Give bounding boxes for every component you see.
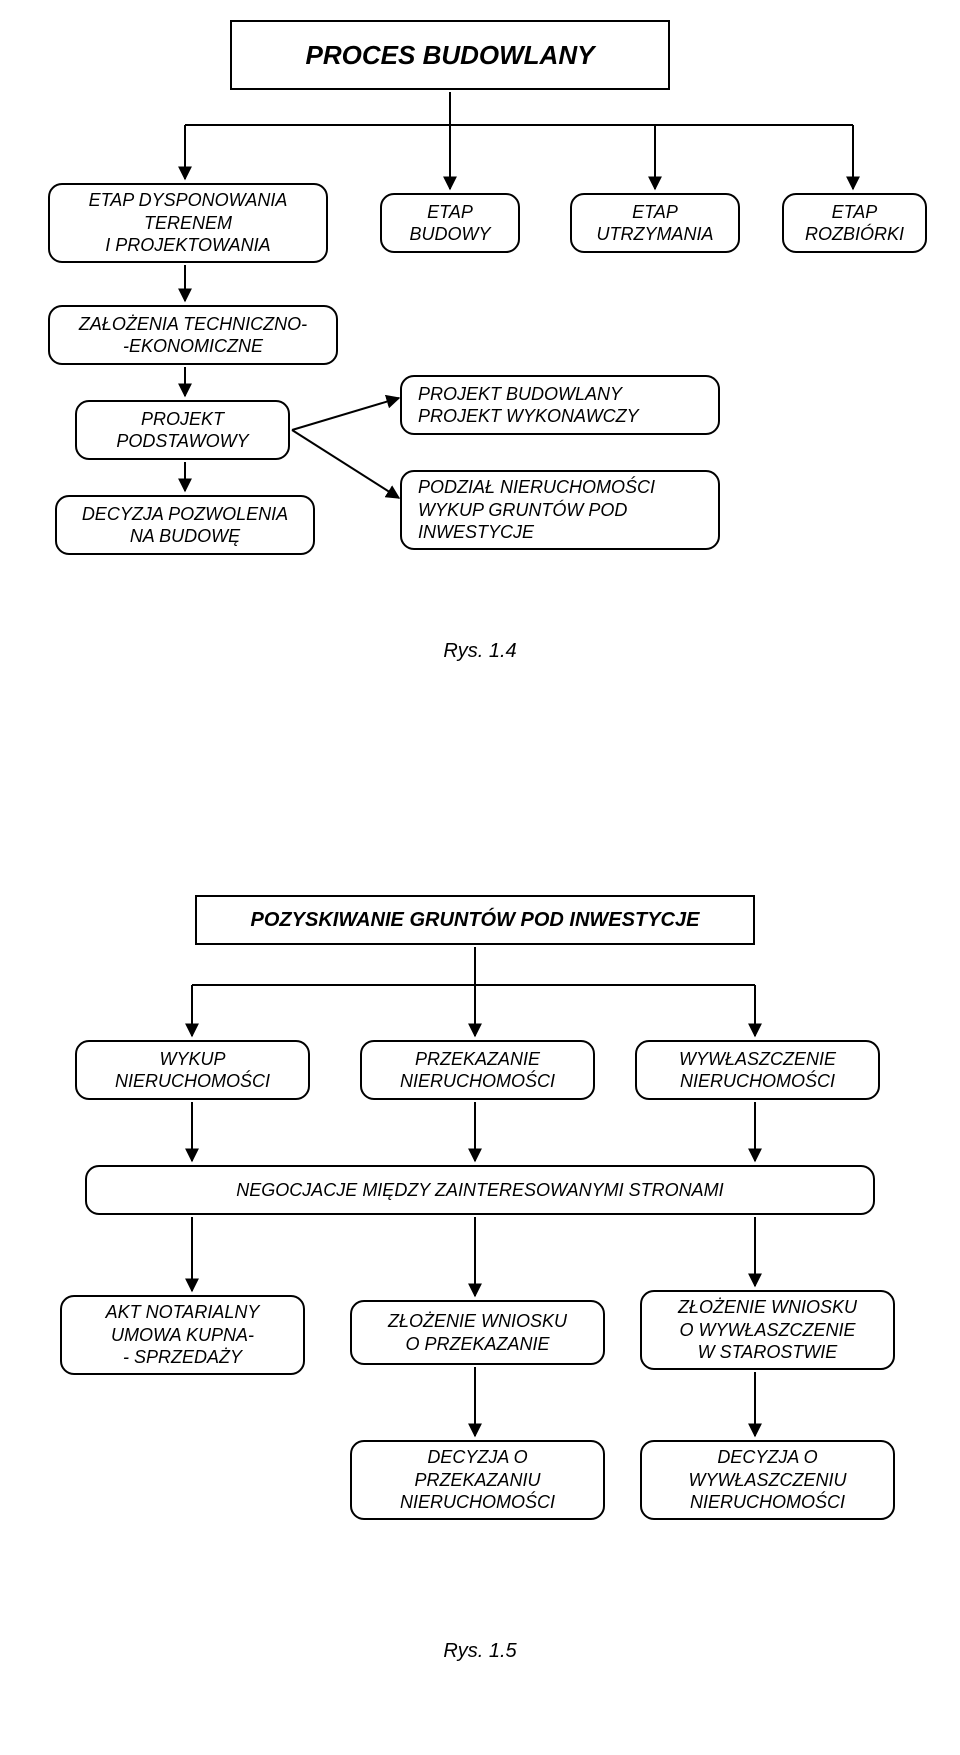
node-etap-rozbiorki: ETAP ROZBIÓRKI bbox=[782, 193, 927, 253]
node-przekazanie: PRZEKAZANIE NIERUCHOMOŚCI bbox=[360, 1040, 595, 1100]
node-negocjacje: NEGOCJACJE MIĘDZY ZAINTERESOWANYMI STRON… bbox=[85, 1165, 875, 1215]
label: DECYZJA POZWOLENIA NA BUDOWĘ bbox=[82, 503, 288, 548]
node-zalozenia: ZAŁOŻENIA TECHNICZNO- -EKONOMICZNE bbox=[48, 305, 338, 365]
caption-text: Rys. 1.5 bbox=[443, 1640, 516, 1662]
label: ZŁOŻENIE WNIOSKU O PRZEKAZANIE bbox=[388, 1310, 567, 1355]
title-box-1: PROCES BUDOWLANY bbox=[230, 20, 670, 90]
label: NEGOCJACJE MIĘDZY ZAINTERESOWANYMI STRON… bbox=[236, 1179, 723, 1202]
label: WYWŁASZCZENIE NIERUCHOMOŚCI bbox=[679, 1048, 836, 1093]
label: AKT NOTARIALNY UMOWA KUPNA- - SPRZEDAŻY bbox=[106, 1301, 260, 1369]
node-wywlaszczenie: WYWŁASZCZENIE NIERUCHOMOŚCI bbox=[635, 1040, 880, 1100]
node-etap-budowy: ETAP BUDOWY bbox=[380, 193, 520, 253]
label: ZAŁOŻENIA TECHNICZNO- -EKONOMICZNE bbox=[79, 313, 307, 358]
label: ZŁOŻENIE WNIOSKU O WYWŁASZCZENIE W STARO… bbox=[678, 1296, 857, 1364]
node-wykup: WYKUP NIERUCHOMOŚCI bbox=[75, 1040, 310, 1100]
label: PRZEKAZANIE NIERUCHOMOŚCI bbox=[400, 1048, 555, 1093]
diagram-canvas: PROCES BUDOWLANY ETAP DYSPONOWANIA TEREN… bbox=[0, 0, 960, 1755]
label: PROJEKT PODSTAWOWY bbox=[116, 408, 248, 453]
label: DECYZJA O PRZEKAZANIU NIERUCHOMOŚCI bbox=[400, 1446, 555, 1514]
title-box-2: POZYSKIWANIE GRUNTÓW POD INWESTYCJE bbox=[195, 895, 755, 945]
caption-text: Rys. 1.4 bbox=[443, 640, 516, 662]
label: WYKUP NIERUCHOMOŚCI bbox=[115, 1048, 270, 1093]
label: ETAP UTRZYMANIA bbox=[597, 201, 714, 246]
label: ETAP BUDOWY bbox=[410, 201, 491, 246]
label: DECYZJA O WYWŁASZCZENIU NIERUCHOMOŚCI bbox=[688, 1446, 846, 1514]
node-projekt-podstawowy: PROJEKT PODSTAWOWY bbox=[75, 400, 290, 460]
node-decyzja-pozwolenia: DECYZJA POZWOLENIA NA BUDOWĘ bbox=[55, 495, 315, 555]
node-projekt-budowlany: PROJEKT BUDOWLANY PROJEKT WYKONAWCZY bbox=[400, 375, 720, 435]
node-etap-dysponowania: ETAP DYSPONOWANIA TERENEM I PROJEKTOWANI… bbox=[48, 183, 328, 263]
node-decyzja-wywlaszczenie: DECYZJA O WYWŁASZCZENIU NIERUCHOMOŚCI bbox=[640, 1440, 895, 1520]
node-etap-utrzymania: ETAP UTRZYMANIA bbox=[570, 193, 740, 253]
caption-fig1: Rys. 1.4 bbox=[420, 640, 540, 663]
label: ETAP ROZBIÓRKI bbox=[805, 201, 904, 246]
label: ETAP DYSPONOWANIA TERENEM I PROJEKTOWANI… bbox=[89, 189, 288, 257]
label: PODZIAŁ NIERUCHOMOŚCI WYKUP GRUNTÓW POD … bbox=[418, 476, 655, 544]
title-1-text: PROCES BUDOWLANY bbox=[306, 39, 595, 72]
node-podzial: PODZIAŁ NIERUCHOMOŚCI WYKUP GRUNTÓW POD … bbox=[400, 470, 720, 550]
caption-fig2: Rys. 1.5 bbox=[420, 1640, 540, 1663]
node-akt: AKT NOTARIALNY UMOWA KUPNA- - SPRZEDAŻY bbox=[60, 1295, 305, 1375]
node-zlozenie-wywlaszczenie: ZŁOŻENIE WNIOSKU O WYWŁASZCZENIE W STARO… bbox=[640, 1290, 895, 1370]
node-decyzja-przekazanie: DECYZJA O PRZEKAZANIU NIERUCHOMOŚCI bbox=[350, 1440, 605, 1520]
title-2-text: POZYSKIWANIE GRUNTÓW POD INWESTYCJE bbox=[251, 908, 700, 933]
node-zlozenie-przekazanie: ZŁOŻENIE WNIOSKU O PRZEKAZANIE bbox=[350, 1300, 605, 1365]
label: PROJEKT BUDOWLANY PROJEKT WYKONAWCZY bbox=[418, 383, 639, 428]
